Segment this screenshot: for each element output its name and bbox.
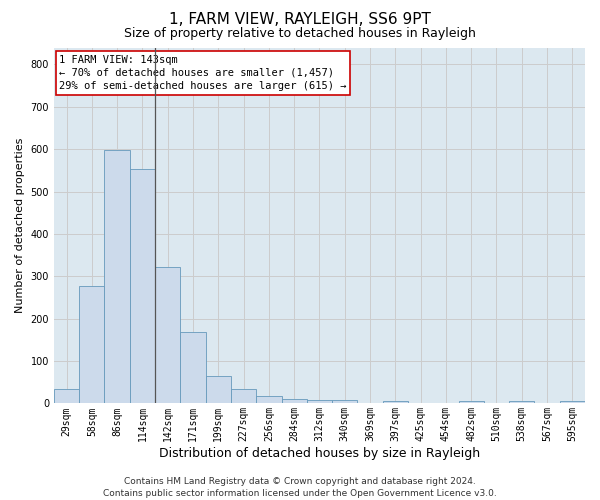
Bar — [231, 390, 256, 404]
Bar — [307, 400, 332, 404]
Bar — [130, 169, 155, 404]
Text: 1 FARM VIEW: 143sqm
← 70% of detached houses are smaller (1,457)
29% of semi-det: 1 FARM VIEW: 143sqm ← 70% of detached ho… — [59, 54, 347, 91]
Bar — [54, 388, 79, 404]
Bar — [560, 402, 585, 404]
Bar — [332, 400, 358, 404]
Y-axis label: Number of detached properties: Number of detached properties — [15, 138, 25, 313]
Bar — [256, 396, 281, 404]
Bar — [206, 376, 231, 404]
X-axis label: Distribution of detached houses by size in Rayleigh: Distribution of detached houses by size … — [159, 447, 480, 460]
Bar — [383, 402, 408, 404]
Bar — [155, 267, 181, 404]
Text: Size of property relative to detached houses in Rayleigh: Size of property relative to detached ho… — [124, 28, 476, 40]
Bar — [104, 150, 130, 404]
Bar — [281, 399, 307, 404]
Bar — [509, 402, 535, 404]
Bar — [181, 332, 206, 404]
Text: Contains HM Land Registry data © Crown copyright and database right 2024.
Contai: Contains HM Land Registry data © Crown c… — [103, 476, 497, 498]
Bar — [458, 402, 484, 404]
Text: 1, FARM VIEW, RAYLEIGH, SS6 9PT: 1, FARM VIEW, RAYLEIGH, SS6 9PT — [169, 12, 431, 28]
Bar — [79, 286, 104, 404]
